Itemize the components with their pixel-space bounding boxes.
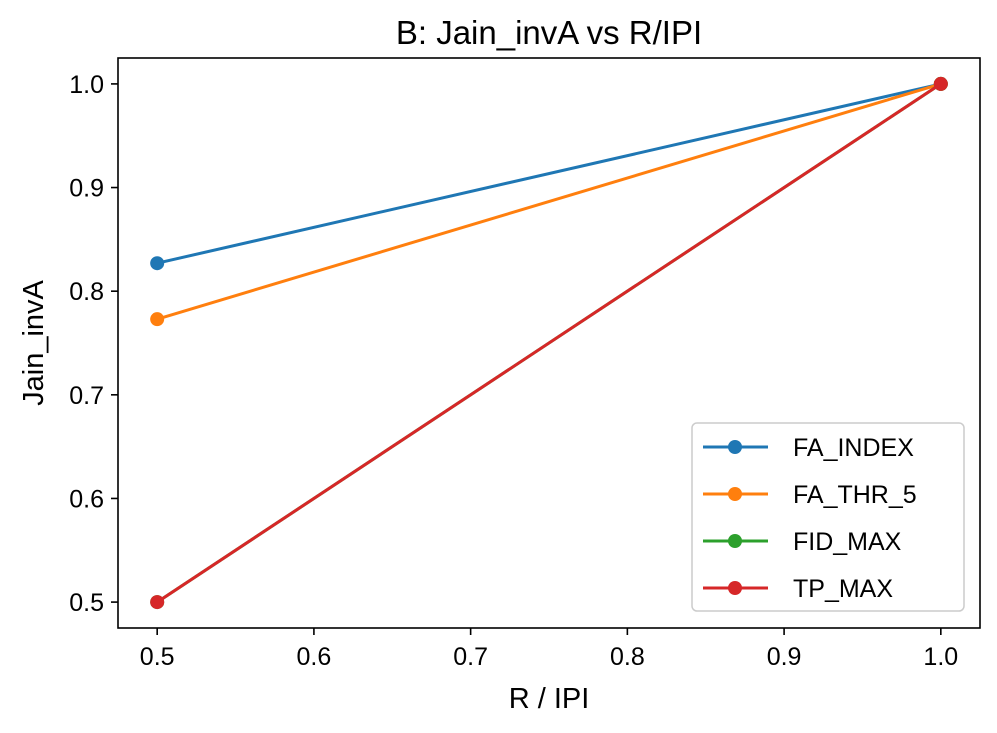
series-line-tp-max bbox=[156, 82, 942, 604]
y-tick-label: 0.5 bbox=[69, 589, 104, 617]
legend-item-fa-thr-5: FA_THR_5 bbox=[703, 481, 917, 509]
chart-title: B: Jain_invA vs R/IPI bbox=[396, 14, 702, 51]
data-point-fa-thr-5 bbox=[150, 312, 165, 327]
series-line-fa-index bbox=[156, 82, 942, 265]
y-tick-label: 0.9 bbox=[69, 175, 104, 203]
legend-label: FA_INDEX bbox=[793, 434, 914, 462]
series-fa-index bbox=[150, 76, 948, 271]
data-point-tp-max bbox=[150, 595, 165, 610]
x-tick-label: 1.0 bbox=[923, 643, 958, 671]
x-tick-label: 0.8 bbox=[610, 643, 645, 671]
y-tick-label: 0.7 bbox=[69, 382, 104, 410]
x-tick-label: 0.5 bbox=[140, 643, 175, 671]
legend-label: FID_MAX bbox=[793, 528, 902, 556]
y-tick-label: 0.6 bbox=[69, 485, 104, 513]
legend-swatch-marker bbox=[728, 581, 742, 595]
legend-label: FA_THR_5 bbox=[793, 481, 917, 509]
legend-item-fid-max: FID_MAX bbox=[703, 528, 902, 556]
x-axis: 0.5 0.6 0.7 0.8 0.9 1.0 bbox=[140, 628, 958, 671]
series-layer bbox=[150, 76, 948, 610]
legend-box bbox=[691, 422, 965, 612]
x-tick-label: 0.7 bbox=[453, 643, 488, 671]
series-fa-thr-5 bbox=[150, 76, 948, 327]
y-axis: 0.5 0.6 0.7 0.8 0.9 1.0 bbox=[69, 71, 118, 617]
x-tick-label: 0.9 bbox=[767, 643, 802, 671]
x-tick-label: 0.6 bbox=[297, 643, 332, 671]
y-tick-label: 1.0 bbox=[69, 71, 104, 99]
plot-area bbox=[117, 57, 981, 629]
series-tp-max bbox=[150, 76, 948, 610]
legend-item-tp-max: TP_MAX bbox=[703, 575, 893, 603]
legend-label: TP_MAX bbox=[793, 575, 893, 603]
legend: FA_INDEX FA_THR_5 FID_MAX TP_MAX bbox=[691, 422, 965, 612]
y-tick-label: 0.8 bbox=[69, 278, 104, 306]
x-axis-label: R / IPI bbox=[509, 683, 590, 715]
data-point-fa-index bbox=[150, 256, 165, 271]
y-axis-label: Jain_invA bbox=[18, 279, 50, 405]
legend-item-fa-index: FA_INDEX bbox=[703, 434, 914, 462]
legend-swatch-marker bbox=[728, 534, 742, 548]
legend-swatch-marker bbox=[728, 440, 742, 454]
series-line-fa-thr-5 bbox=[156, 82, 942, 321]
data-point-tp-max bbox=[933, 76, 948, 91]
legend-swatch-marker bbox=[728, 487, 742, 501]
